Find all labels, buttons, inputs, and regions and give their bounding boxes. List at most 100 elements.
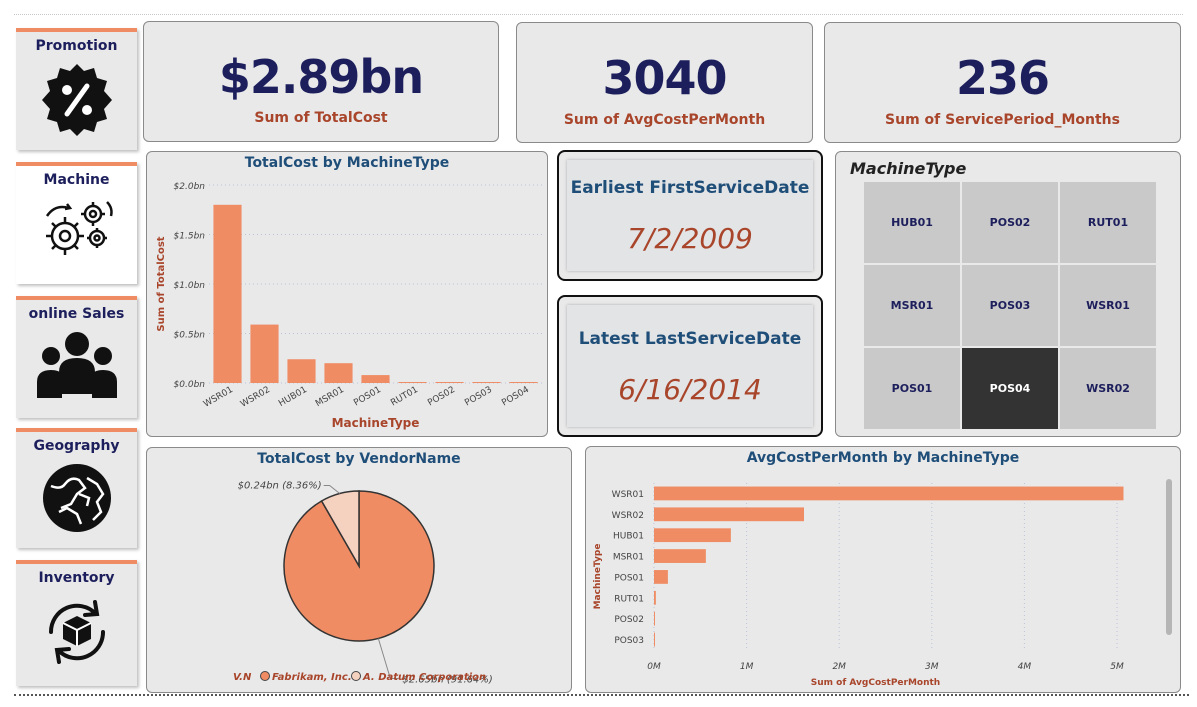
legend-item[interactable]: A. Datum Corporation: [362, 672, 486, 683]
date-value: 6/16/2014: [618, 373, 762, 406]
date-title: Earliest FirstServiceDate: [570, 178, 810, 198]
y-tick-label: $2.0bn: [174, 182, 206, 192]
x-tick-label: POS02: [426, 385, 457, 409]
vertical-scrollbar[interactable]: [1166, 479, 1172, 635]
kpi-value: 236: [955, 51, 1050, 105]
nav-label: online Sales: [28, 306, 125, 322]
y-tick-label: $0.5bn: [174, 331, 206, 341]
nav-label: Promotion: [35, 38, 118, 54]
latest-service-date-card[interactable]: Latest LastServiceDate 6/16/2014: [557, 295, 823, 437]
machinetype-slicer[interactable]: MachineType HUB01 POS02 RUT01 MSR01 POS03 WSR…: [835, 151, 1181, 437]
slicer-item-rut01[interactable]: RUT01: [1060, 182, 1156, 263]
y-tick-label: $0.0bn: [174, 380, 206, 390]
hbar-chart-svg: 0M 1M 2M 3M 4M 5M WSR01 WSR02 HUB01 MSR01 POS01 RUT…: [593, 483, 1124, 688]
x-tick-label: POS04: [500, 385, 531, 409]
kpi-label: Sum of ServicePeriod_Months: [885, 112, 1120, 128]
x-tick-label: WSR01: [202, 385, 235, 410]
nav-button-online-sales[interactable]: online Sales: [16, 296, 137, 418]
slicer-item-wsr01[interactable]: WSR01: [1060, 265, 1156, 346]
nav-button-promotion[interactable]: Promotion: [16, 28, 137, 150]
slicer-item-msr01[interactable]: MSR01: [864, 265, 960, 346]
pie-slice-2[interactable]: [320, 490, 360, 569]
pie-data-label: $0.24bn (8.36%): [238, 481, 322, 492]
y-tick-label: MSR01: [613, 553, 644, 563]
chart-title: TotalCost by VendorName: [257, 451, 461, 467]
pie-chart-svg: $2.65bn (91.64%) $0.24bn (8.36%) V.N Fabrik…: [233, 481, 493, 686]
y-tick-label: POS01: [614, 573, 644, 583]
chart-title: TotalCost by MachineType: [244, 155, 450, 171]
kpi-card-total-cost[interactable]: $2.89bn Sum of TotalCost: [143, 21, 499, 142]
slicer-item-pos02[interactable]: POS02: [962, 182, 1058, 263]
legend-item[interactable]: Fabrikam, Inc.: [272, 672, 352, 683]
y-tick-label: $1.0bn: [174, 281, 206, 291]
bar-POS01[interactable]: [361, 375, 390, 383]
earliest-service-date-card[interactable]: Earliest FirstServiceDate 7/2/2009: [557, 150, 823, 281]
leader-line: [323, 485, 340, 494]
kpi-label: Sum of TotalCost: [254, 110, 388, 126]
bar-WSR01[interactable]: [654, 486, 1124, 501]
date-card-inner: Earliest FirstServiceDate 7/2/2009: [567, 160, 813, 271]
x-tick-label: 2M: [832, 662, 846, 672]
slicer-title: MachineType: [850, 159, 967, 178]
slicer-item-pos04[interactable]: POS04: [962, 348, 1058, 429]
x-tick-label: 5M: [1110, 662, 1124, 672]
pie-data-label: $2.65bn (91.64%): [402, 674, 492, 685]
x-axis-title: Sum of AvgCostPerMonth: [811, 678, 940, 688]
bar-HUB01[interactable]: [287, 359, 316, 383]
y-tick-label: WSR01: [612, 490, 644, 500]
date-card-inner: Latest LastServiceDate 6/16/2014: [567, 305, 813, 427]
bar-chart-svg: $0.0bn $0.5bn $1.0bn $1.5bn $2.0bn WSR01 WSR02…: [156, 182, 542, 430]
nav-button-geography[interactable]: Geography: [16, 428, 137, 548]
percent-badge-icon: [41, 64, 112, 136]
x-tick-label: 3M: [925, 662, 939, 672]
bottom-border: [14, 694, 1189, 696]
bar-WSR01[interactable]: [213, 204, 242, 383]
bar-MSR01[interactable]: [654, 549, 706, 563]
nav-button-machine[interactable]: Machine: [16, 162, 137, 284]
x-tick-label: 4M: [1018, 662, 1032, 672]
totalcost-by-vendor-chart[interactable]: TotalCost by VendorName $2.65bn (91.64%)…: [146, 447, 572, 693]
bar-MSR01[interactable]: [324, 363, 353, 383]
x-axis-title: MachineType: [332, 416, 420, 430]
slicer-item-wsr02[interactable]: WSR02: [1060, 348, 1156, 429]
slicer-item-pos03[interactable]: POS03: [962, 265, 1058, 346]
kpi-label: Sum of AvgCostPerMonth: [563, 112, 766, 128]
y-tick-label: HUB01: [613, 532, 644, 542]
legend-marker: [351, 671, 361, 681]
bar-WSR02[interactable]: [654, 507, 805, 522]
bar-RUT01[interactable]: [398, 382, 427, 383]
chart-title: AvgCostPerMonth by MachineType: [746, 450, 1020, 466]
kpi-card-avg-cost[interactable]: 3040 Sum of AvgCostPerMonth: [516, 22, 813, 143]
kpi-card-service-period[interactable]: 236 Sum of ServicePeriod_Months: [824, 22, 1181, 143]
bar-POS04[interactable]: [509, 382, 538, 383]
slicer-item-pos01[interactable]: POS01: [864, 348, 960, 429]
totalcost-by-machinetype-chart[interactable]: TotalCost by MachineType $0.0bn $0.5bn $1.…: [146, 151, 548, 437]
x-tick-label: WSR02: [239, 385, 272, 410]
x-tick-label: 1M: [740, 662, 754, 672]
slicer-item-hub01[interactable]: HUB01: [864, 182, 960, 263]
bar-POS03[interactable]: [654, 632, 655, 647]
bar-POS01[interactable]: [654, 570, 668, 584]
y-tick-label: RUT01: [614, 594, 644, 604]
y-axis-title: Sum of TotalCost: [156, 236, 167, 331]
avgcost-by-machinetype-chart[interactable]: AvgCostPerMonth by MachineType 0M 1M 2M 3M 4…: [585, 446, 1181, 693]
globe-icon: [42, 464, 111, 532]
x-tick-label: POS03: [463, 385, 494, 409]
y-axis-title: MachineType: [593, 544, 603, 610]
bar-POS03[interactable]: [472, 382, 501, 383]
leader-line: [377, 638, 399, 679]
y-tick-label: POS02: [614, 615, 644, 625]
bar-POS02[interactable]: [435, 382, 464, 383]
bar-HUB01[interactable]: [654, 528, 731, 543]
box-cycle-icon: [48, 600, 105, 664]
nav-label: Geography: [33, 438, 120, 454]
top-border: [14, 14, 1183, 15]
date-title: Latest LastServiceDate: [578, 329, 802, 349]
bar-RUT01[interactable]: [654, 590, 656, 605]
y-tick-label: WSR02: [612, 511, 644, 521]
nav-button-inventory[interactable]: Inventory: [16, 560, 137, 686]
bar-POS02[interactable]: [654, 611, 655, 626]
bar-WSR02[interactable]: [250, 324, 279, 383]
x-tick-label: MSR01: [314, 385, 346, 409]
gears-icon: [45, 201, 113, 255]
